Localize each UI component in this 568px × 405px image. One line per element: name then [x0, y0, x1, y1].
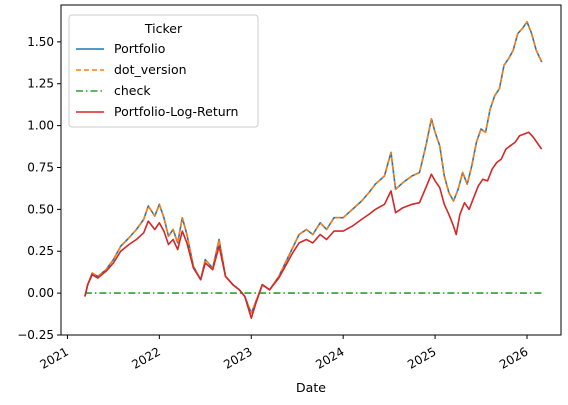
y-tick-label: 1.50	[27, 35, 54, 49]
legend-label: dot_version	[114, 62, 187, 77]
plot-area	[84, 21, 543, 319]
y-tick-label: 1.00	[27, 119, 54, 133]
axes-frame	[60, 4, 562, 336]
series-line-portfolio-log-return	[84, 131, 543, 319]
legend-title: Ticker	[144, 21, 183, 36]
y-tick-label: 0.00	[27, 286, 54, 300]
legend-label: Portfolio-Log-Return	[114, 104, 238, 119]
legend-label: Portfolio	[114, 41, 165, 56]
y-tick-label: 0.50	[27, 202, 54, 216]
y-tick-label: 1.25	[27, 77, 54, 91]
y-tick-label: 0.25	[27, 244, 54, 258]
series-line-dot-version	[84, 21, 543, 314]
y-tick-label: −0.25	[17, 328, 54, 342]
x-axis-label: Date	[296, 380, 326, 395]
y-tick-label: 0.75	[27, 160, 54, 174]
legend-box	[68, 14, 259, 128]
y-axis: −0.25 0.00 0.25 0.50 0.75 1.00 1.25 1.50	[17, 35, 61, 342]
legend-label: check	[114, 83, 151, 98]
